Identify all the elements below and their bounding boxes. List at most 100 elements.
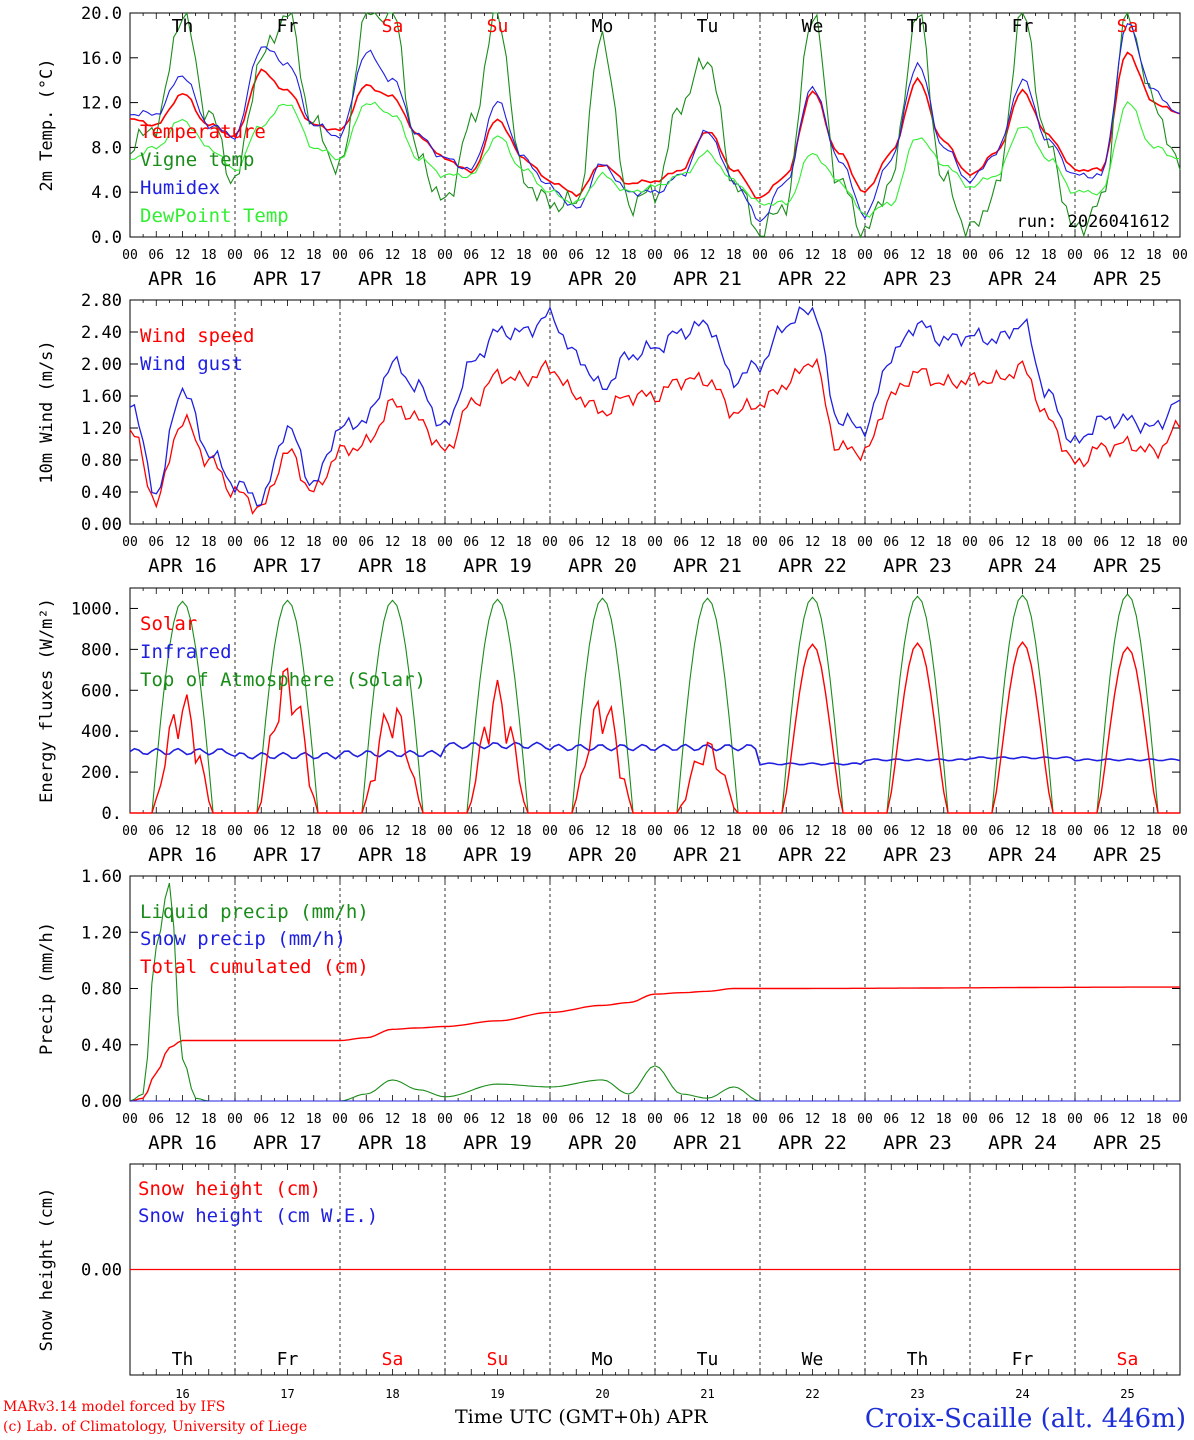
- precip-hour-label: 00: [1172, 1112, 1188, 1127]
- snow-day-number: 24: [1015, 1387, 1029, 1401]
- energy-hour-label: 06: [988, 824, 1004, 839]
- temp-hour-label: 18: [621, 248, 637, 263]
- precip-hour-label: 06: [568, 1112, 584, 1127]
- snow-weekday-label: Th: [907, 1349, 929, 1370]
- energy-ytick-label: 200.: [81, 763, 122, 783]
- precip-series-total-cumulated-cm-: [129, 986, 1180, 1102]
- temp-hour-label: 12: [910, 248, 926, 263]
- energy-date-label: APR 20: [568, 844, 637, 866]
- snow-ylabel: Snow height (cm): [37, 1188, 57, 1352]
- precip-date-label: APR 21: [673, 1132, 742, 1154]
- energy-date-label: APR 23: [883, 844, 952, 866]
- wind-hour-label: 06: [568, 535, 584, 550]
- snow-day-number: 22: [805, 1387, 819, 1401]
- wind-hour-label: 06: [988, 535, 1004, 550]
- temp-hour-label: 00: [1172, 248, 1188, 263]
- temp-hour-label: 06: [568, 248, 584, 263]
- energy-ytick-label: 800.: [81, 640, 122, 660]
- energy-hour-label: 18: [621, 824, 637, 839]
- energy-hour-label: 12: [175, 824, 191, 839]
- precip-hour-label: 06: [148, 1112, 164, 1127]
- energy-hour-label: 06: [358, 824, 374, 839]
- energy-hour-label: 06: [463, 824, 479, 839]
- temp-hour-label: 12: [280, 248, 296, 263]
- precip-hour-label: 18: [306, 1112, 322, 1127]
- snow-day-number: 16: [175, 1387, 189, 1401]
- energy-hour-label: 18: [411, 824, 427, 839]
- precip-hour-label: 12: [490, 1112, 506, 1127]
- precip-date-label: APR 18: [358, 1132, 427, 1154]
- snow-day-number: 25: [1120, 1387, 1134, 1401]
- wind-hour-label: 00: [332, 535, 348, 550]
- energy-ytick-label: 1000.: [71, 599, 122, 619]
- temp-weekday-label: Su: [487, 16, 509, 37]
- snow-weekday-label: Su: [487, 1349, 509, 1370]
- energy-hour-label: 00: [647, 824, 663, 839]
- energy-hour-label: 12: [910, 824, 926, 839]
- time-axis-label: Time UTC (GMT+0h) APR: [455, 1406, 708, 1428]
- snow-weekday-label: Mo: [592, 1349, 614, 1370]
- temp-legend-entry: Temperature: [140, 121, 266, 143]
- energy-date-label: APR 22: [778, 844, 847, 866]
- wind-hour-label: 00: [857, 535, 873, 550]
- temp-ytick-label: 0.0: [91, 228, 122, 248]
- temp-hour-label: 12: [1120, 248, 1136, 263]
- snow-day-number: 21: [700, 1387, 714, 1401]
- temp-hour-label: 18: [306, 248, 322, 263]
- energy-date-label: APR 24: [988, 844, 1057, 866]
- wind-ylabel: 10m Wind (m/s): [37, 340, 57, 483]
- snow-legend-entry: Snow height (cm): [138, 1178, 321, 1200]
- wind-hour-label: 00: [542, 535, 558, 550]
- temp-hour-label: 18: [1146, 248, 1162, 263]
- precip-hour-label: 06: [253, 1112, 269, 1127]
- wind-hour-label: 06: [148, 535, 164, 550]
- energy-hour-label: 00: [542, 824, 558, 839]
- precip-hour-label: 12: [700, 1112, 716, 1127]
- precip-hour-label: 00: [1067, 1112, 1083, 1127]
- snow-day-number: 18: [385, 1387, 399, 1401]
- energy-date-label: APR 19: [463, 844, 532, 866]
- energy-hour-label: 12: [805, 824, 821, 839]
- precip-hour-label: 12: [1015, 1112, 1031, 1127]
- energy-hour-label: 06: [148, 824, 164, 839]
- temp-hour-label: 06: [463, 248, 479, 263]
- temp-series-dewpoint-temp: [129, 101, 1180, 218]
- precip-hour-label: 18: [936, 1112, 952, 1127]
- wind-hour-label: 12: [1120, 535, 1136, 550]
- temp-hour-label: 06: [673, 248, 689, 263]
- station-name: Croix-Scaille (alt. 446m): [864, 1404, 1186, 1434]
- energy-hour-label: 12: [700, 824, 716, 839]
- temp-date-label: APR 18: [358, 268, 427, 290]
- wind-hour-label: 06: [1093, 535, 1109, 550]
- precip-date-label: APR 23: [883, 1132, 952, 1154]
- energy-hour-label: 18: [516, 824, 532, 839]
- precip-ytick-label: 0.00: [81, 1092, 122, 1112]
- energy-hour-label: 00: [332, 824, 348, 839]
- wind-ytick-label: 2.00: [81, 355, 122, 375]
- wind-ytick-label: 0.80: [81, 451, 122, 471]
- wind-date-label: APR 18: [358, 555, 427, 577]
- precip-hour-label: 18: [621, 1112, 637, 1127]
- energy-hour-label: 06: [883, 824, 899, 839]
- precip-hour-label: 12: [280, 1112, 296, 1127]
- wind-hour-label: 00: [437, 535, 453, 550]
- precip-hour-label: 06: [673, 1112, 689, 1127]
- precip-hour-label: 18: [831, 1112, 847, 1127]
- temp-hour-label: 00: [122, 248, 138, 263]
- precip-ytick-label: 1.20: [81, 923, 122, 943]
- snow-day-number: 17: [280, 1387, 294, 1401]
- temp-weekday-label: Tu: [697, 16, 719, 37]
- precip-hour-label: 00: [332, 1112, 348, 1127]
- temp-hour-label: 00: [962, 248, 978, 263]
- snow-weekday-label: Th: [172, 1349, 194, 1370]
- wind-hour-label: 18: [306, 535, 322, 550]
- wind-hour-label: 00: [1172, 535, 1188, 550]
- wind-hour-label: 18: [1041, 535, 1057, 550]
- snow-weekday-label: We: [802, 1349, 824, 1370]
- precip-hour-label: 00: [857, 1112, 873, 1127]
- energy-hour-label: 12: [280, 824, 296, 839]
- energy-ylabel: Energy fluxes (W/m²): [37, 598, 57, 803]
- precip-hour-label: 06: [463, 1112, 479, 1127]
- wind-date-label: APR 16: [148, 555, 217, 577]
